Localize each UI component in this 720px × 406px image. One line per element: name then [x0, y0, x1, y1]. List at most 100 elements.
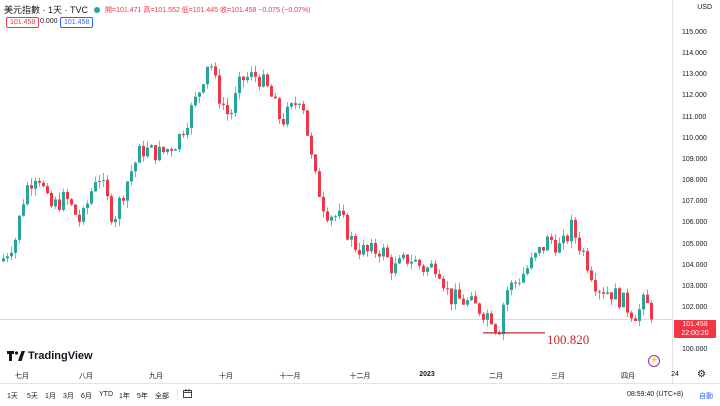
range-1y-button[interactable]: 1年: [119, 393, 130, 400]
candle-body: [378, 253, 381, 257]
gear-icon[interactable]: ⚙: [697, 369, 706, 380]
candle-body: [230, 112, 233, 115]
bid-price-box[interactable]: 101.458: [6, 17, 40, 28]
brand-logo[interactable]: TradingView: [7, 350, 93, 362]
candle: [522, 267, 525, 284]
bar-countdown: 22:00:20: [681, 330, 709, 337]
currency-selector[interactable]: USD: [697, 4, 712, 11]
candle-body: [258, 76, 261, 87]
candle-body: [50, 192, 53, 207]
candle: [326, 207, 329, 223]
candle: [418, 258, 421, 270]
candle: [130, 164, 133, 186]
candle-body: [14, 239, 17, 253]
candle-body: [154, 145, 157, 161]
candle: [478, 302, 481, 317]
symbol-title[interactable]: 美元指數 · 1天 · TVC: [4, 5, 89, 15]
candle-body: [202, 84, 205, 93]
candle-body: [194, 96, 197, 106]
candle-body: [534, 253, 537, 258]
candle-body: [214, 66, 217, 76]
auto-scale-button[interactable]: 自動: [699, 393, 713, 400]
chart-area[interactable]: [0, 0, 672, 366]
timezone-clock[interactable]: 08:59:40 (UTC+8): [627, 391, 684, 398]
candle: [474, 290, 477, 304]
candle: [386, 244, 389, 258]
candle-body: [478, 303, 481, 314]
candle: [414, 255, 417, 263]
candle-body: [554, 239, 557, 253]
candle: [346, 213, 349, 241]
candle: [374, 238, 377, 258]
range-all-button[interactable]: 全部: [155, 393, 169, 400]
candle: [62, 188, 65, 212]
y-tick-label: 113.000: [682, 71, 707, 79]
candle: [214, 62, 217, 79]
candle-body: [62, 191, 65, 210]
candle: [366, 244, 369, 257]
candle: [302, 100, 305, 115]
candle: [250, 66, 253, 81]
candle-body: [386, 247, 389, 258]
candle-body: [18, 215, 21, 240]
candle: [110, 193, 113, 225]
candle-body: [338, 210, 341, 217]
candle: [546, 234, 549, 251]
candle: [182, 130, 185, 139]
candle: [526, 265, 529, 276]
candle-body: [218, 75, 221, 104]
candle-body: [582, 250, 585, 252]
range-3m-button[interactable]: 3月: [63, 393, 74, 400]
x-tick-label: 八月: [79, 373, 93, 380]
candle-body: [234, 93, 237, 113]
candle-body: [510, 282, 513, 291]
candle-body: [278, 98, 281, 120]
ask-price-box[interactable]: 101.458: [60, 17, 94, 28]
candle-body: [578, 237, 581, 251]
candlestick-chart[interactable]: [0, 0, 672, 366]
candle: [38, 177, 41, 187]
candle: [318, 168, 321, 198]
candle-body: [186, 128, 189, 135]
candle: [338, 203, 341, 219]
candle-body: [354, 236, 357, 250]
candle-body: [90, 191, 93, 204]
candle-body: [610, 292, 613, 300]
candle: [566, 233, 569, 245]
tradingview-logo-icon: [7, 351, 25, 361]
range-1d-button[interactable]: 1天: [7, 393, 18, 400]
current-price-value: 101.458: [682, 321, 708, 328]
candle-body: [590, 270, 593, 281]
candle-body: [414, 259, 417, 262]
low-annotation-label[interactable]: 100.820: [547, 332, 590, 347]
candle: [42, 180, 45, 188]
spread-value: 0.000: [40, 18, 58, 25]
candle: [602, 286, 605, 299]
candle: [270, 83, 273, 97]
candle: [202, 83, 205, 94]
lightning-icon[interactable]: ⚡: [648, 355, 660, 367]
candle: [294, 96, 297, 110]
candle: [166, 148, 169, 155]
range-6m-button[interactable]: 6月: [81, 393, 92, 400]
range-ytd-button[interactable]: YTD: [99, 391, 113, 398]
candle: [198, 91, 201, 104]
candle: [10, 246, 13, 261]
range-1m-button[interactable]: 1月: [45, 393, 56, 400]
y-tick-label: 109.000: [682, 155, 708, 163]
candle: [274, 92, 277, 99]
candle-body: [482, 313, 485, 320]
x-tick-label: 四月: [621, 373, 635, 380]
price-scale-divider: [672, 0, 673, 383]
candle-body: [446, 288, 449, 290]
candle-body: [2, 258, 5, 262]
candle: [230, 109, 233, 120]
candle: [450, 288, 453, 311]
calendar-icon[interactable]: [183, 389, 192, 398]
range-5y-button[interactable]: 5年: [137, 393, 148, 400]
candle-body: [418, 259, 421, 266]
candle-body: [174, 149, 177, 151]
range-5d-button[interactable]: 5天: [27, 393, 38, 400]
candle: [70, 198, 73, 207]
candle-body: [358, 249, 361, 255]
